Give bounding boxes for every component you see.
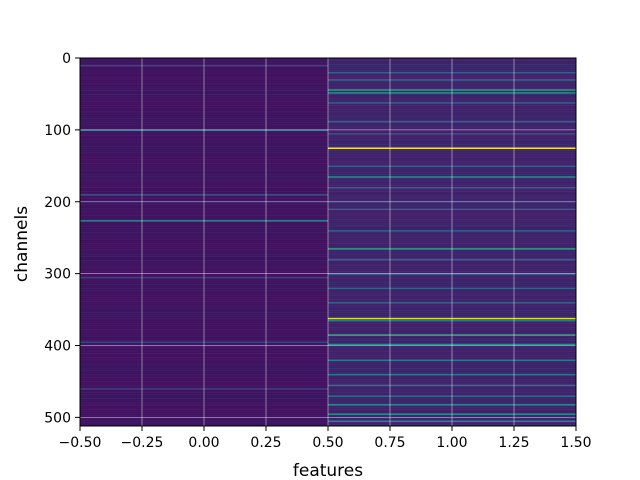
x-tick-label: 0.25: [250, 435, 281, 451]
y-axis-ticks: 0 100 200 300 400 500: [44, 51, 80, 426]
y-tick-label: 100: [44, 123, 71, 139]
x-tick-label: 0.50: [312, 435, 343, 451]
y-tick-label: 300: [44, 267, 71, 283]
y-tick-label: 400: [44, 339, 71, 355]
x-tick-label: 1.25: [498, 435, 529, 451]
x-tick-label: 1.00: [436, 435, 467, 451]
x-axis-label: features: [293, 461, 363, 480]
x-tick-label: −0.50: [59, 435, 102, 451]
y-axis-label: channels: [12, 206, 32, 282]
y-tick-label: 0: [62, 51, 71, 67]
x-axis-ticks: −0.50 −0.25 0.00 0.25 0.50 0.75 1.00 1.25 1.50: [59, 426, 592, 451]
x-tick-label: 0.75: [374, 435, 405, 451]
x-tick-label: 1.50: [560, 435, 591, 451]
y-tick-label: 200: [44, 195, 71, 211]
x-tick-label: −0.25: [121, 435, 164, 451]
y-tick-label: 500: [44, 410, 71, 426]
x-tick-label: 0.00: [188, 435, 219, 451]
